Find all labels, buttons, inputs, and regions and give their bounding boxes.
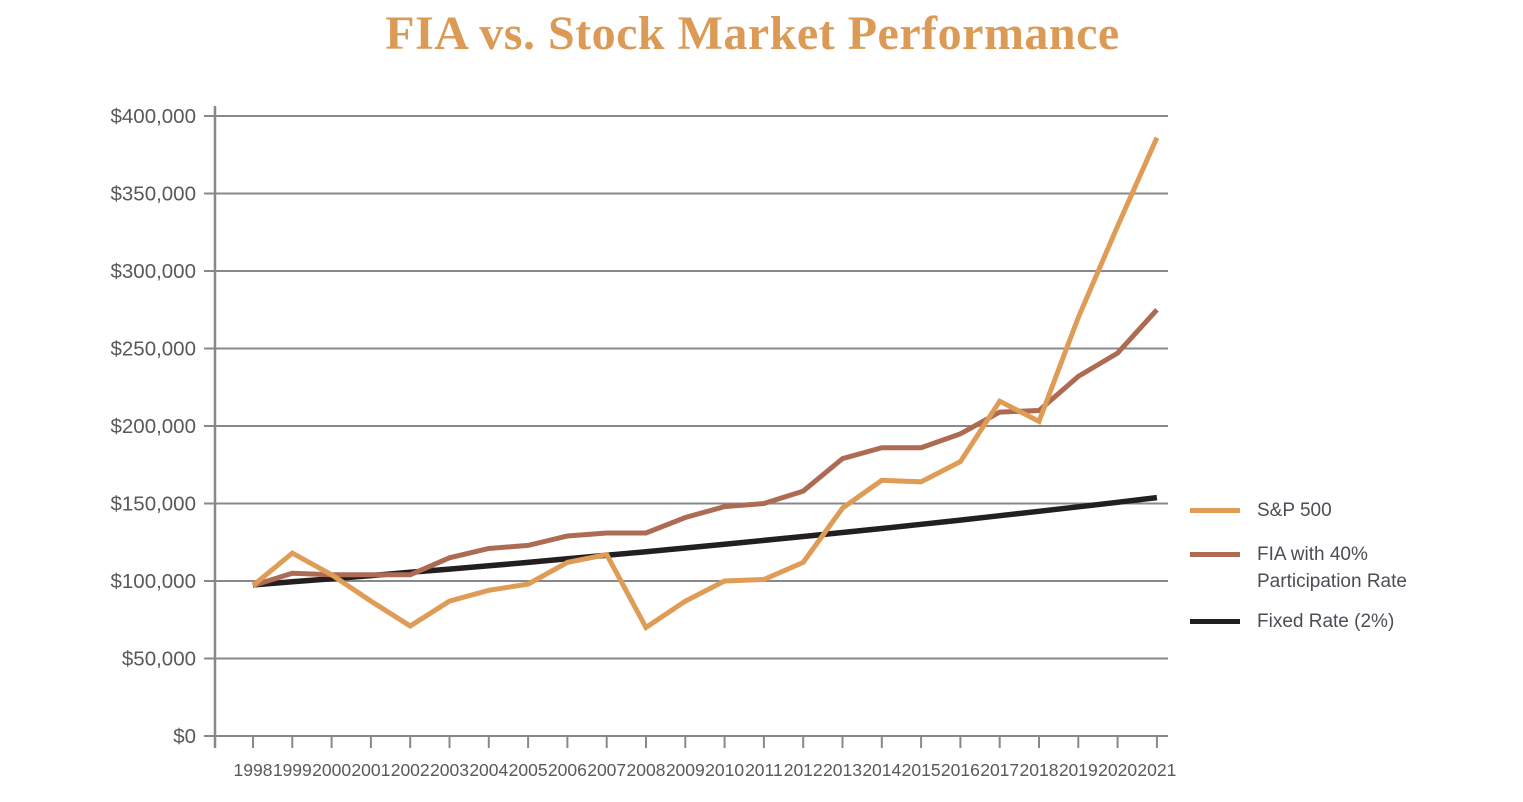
x-axis-label: 1998: [234, 760, 273, 780]
x-axis-label: 2007: [587, 760, 626, 780]
y-axis-label: $0: [173, 725, 196, 748]
legend-label-fixed-rate: Fixed Rate (2%): [1257, 611, 1395, 632]
legend-item-sp500: S&P 500: [1190, 497, 1447, 524]
legend-label-fia: FIA with 40% Participation Rate: [1257, 544, 1407, 592]
y-axis-label: $400,000: [110, 105, 196, 128]
x-axis-label: 2014: [862, 760, 901, 780]
y-axis-label: $150,000: [110, 493, 196, 516]
x-axis-label: 1999: [273, 760, 312, 780]
x-axis-label: 2000: [312, 760, 351, 780]
x-axis-label: 2009: [666, 760, 705, 780]
x-axis-label: 2008: [627, 760, 666, 780]
x-axis-label: 2019: [1059, 760, 1098, 780]
y-axis-label: $100,000: [110, 570, 196, 593]
x-axis-label: 2010: [705, 760, 744, 780]
series-line-fia: [252, 308, 1159, 588]
x-axis-label: 2001: [351, 760, 390, 780]
series-line-sp500: [251, 136, 1160, 632]
y-axis-label: $250,000: [110, 338, 196, 361]
x-axis-label: 2002: [391, 760, 430, 780]
x-axis-label: 2005: [509, 760, 548, 780]
legend: S&P 500 FIA with 40% Participation Rate …: [1190, 0, 1523, 802]
x-axis-label: 2013: [823, 760, 862, 780]
x-axis-label: 2020: [1098, 760, 1137, 780]
legend-label-sp500: S&P 500: [1257, 500, 1332, 521]
y-axis-label: $300,000: [110, 260, 196, 283]
legend-swatch-fixed-rate-line: [1190, 619, 1240, 624]
legend-item-fixed-rate: Fixed Rate (2%): [1190, 608, 1447, 635]
x-axis-label: 2021: [1137, 760, 1176, 780]
x-axis-label: 2012: [784, 760, 823, 780]
chart-title: FIA vs. Stock Market Performance: [385, 7, 1120, 60]
x-axis-label: 2006: [548, 760, 587, 780]
y-axis-label: $50,000: [122, 648, 196, 671]
x-axis-label: 2011: [745, 760, 783, 780]
x-axis-label: 2017: [980, 760, 1019, 780]
legend-swatch-sp500-line: [1190, 508, 1240, 513]
legend-swatch-fia-line: [1190, 552, 1240, 557]
x-axis-label: 2016: [941, 760, 980, 780]
y-axis-label: $350,000: [110, 183, 196, 206]
y-axis-label: $200,000: [110, 415, 196, 438]
x-axis-label: 2003: [430, 760, 469, 780]
legend-item-fia: FIA with 40% Participation Rate: [1190, 541, 1447, 595]
x-axis-label: 2015: [902, 760, 941, 780]
x-axis-label: 2004: [469, 760, 508, 780]
x-axis-label: 2018: [1020, 760, 1059, 780]
